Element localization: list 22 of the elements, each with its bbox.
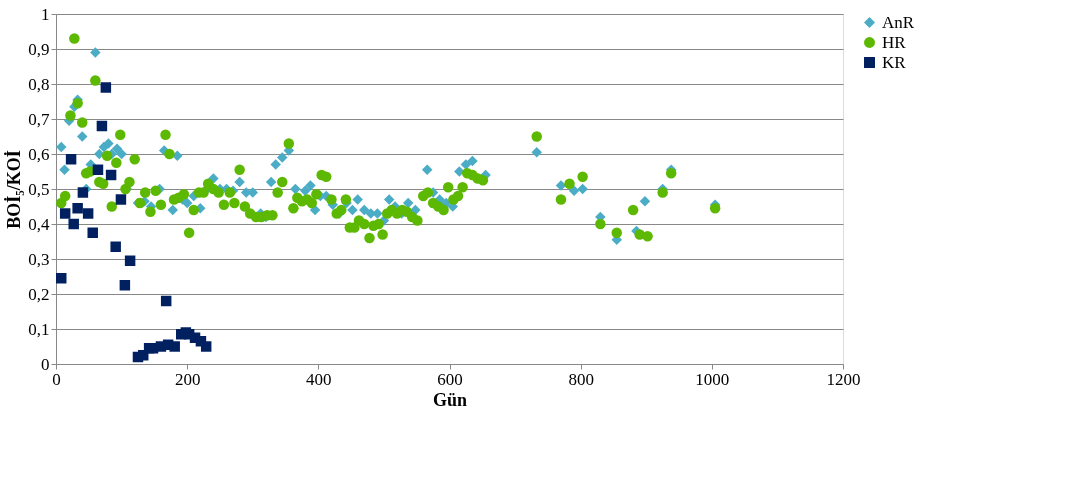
- x-tick-label: 1200: [826, 369, 861, 389]
- y-tick-label: 0,8: [28, 74, 50, 94]
- y-tick-label: 0,1: [28, 319, 50, 339]
- y-tick-label: 0,2: [28, 284, 50, 304]
- y-tick-label: 0,4: [28, 214, 50, 234]
- legend-label: KR: [882, 52, 907, 72]
- y-tick-label: 0,9: [28, 39, 50, 59]
- y-tick-label: 1: [41, 4, 50, 24]
- y-tick-label: 0,7: [28, 109, 50, 129]
- y-tick-label: 0: [41, 354, 50, 374]
- x-tick-label: 800: [568, 369, 594, 389]
- x-tick-label: 600: [437, 369, 463, 389]
- y-axis-title: BOİ₅/KOİ: [4, 150, 25, 229]
- legend-label: HR: [882, 32, 907, 52]
- x-tick-label: 200: [174, 369, 201, 389]
- y-tick-label: 0,6: [28, 144, 50, 164]
- x-axis-title: Gün: [432, 389, 468, 410]
- x-tick-label: 400: [306, 369, 332, 389]
- x-tick-label: 1000: [695, 369, 730, 389]
- y-tick-label: 0,5: [28, 179, 50, 199]
- legend-label: AnR: [882, 12, 915, 32]
- y-tick-label: 0,3: [28, 249, 50, 269]
